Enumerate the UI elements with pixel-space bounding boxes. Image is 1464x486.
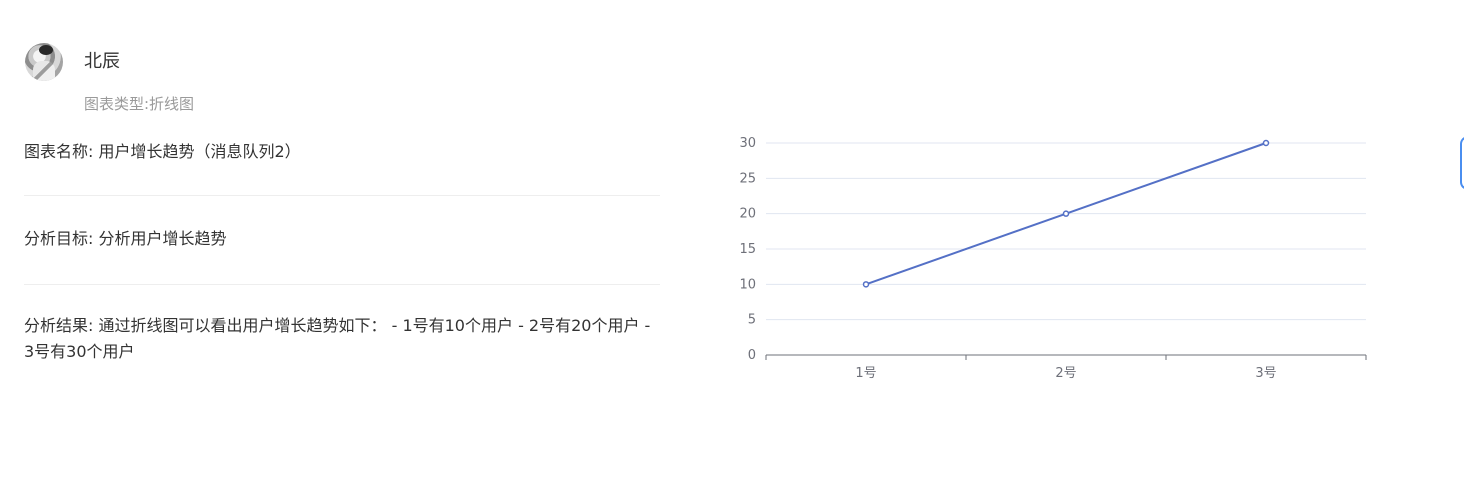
- chart-name-value: 用户增长趋势（消息队列2）: [98, 142, 301, 161]
- x-tick-label: 3号: [1255, 366, 1276, 381]
- data-point: [1262, 139, 1270, 147]
- y-tick-label: 5: [748, 313, 756, 328]
- data-point: [862, 281, 870, 288]
- analysis-result-value: 通过折线图可以看出用户增长趋势如下： - 1号有10个用户 - 2号有20个用户…: [24, 316, 651, 361]
- y-tick-label: 10: [739, 277, 756, 292]
- chart-type-label: 图表类型:折线图: [84, 95, 195, 113]
- username: 北辰: [84, 51, 120, 72]
- divider: [24, 284, 660, 285]
- divider: [24, 195, 660, 196]
- line-chart[interactable]: 0 5 10 15 20 25 30 1号 2号 3号: [720, 120, 1400, 400]
- data-point: [1062, 210, 1070, 217]
- y-tick-label: 15: [739, 242, 756, 257]
- analysis-result-label: 分析结果: [24, 316, 99, 335]
- avatar[interactable]: [25, 43, 63, 81]
- analysis-goal-value: 分析用户增长趋势: [98, 229, 227, 248]
- x-tick-label: 1号: [855, 366, 876, 381]
- y-tick-label: 30: [739, 136, 756, 151]
- y-tick-label: 20: [739, 207, 756, 222]
- chart-name-row: 图表名称用户增长趋势（消息队列2）: [24, 139, 660, 195]
- y-tick-label: 25: [739, 171, 756, 186]
- x-tick-label: 2号: [1055, 366, 1076, 381]
- chart-name-label: 图表名称: [24, 142, 99, 161]
- chart-info-list: 图表名称用户增长趋势（消息队列2） 分析目标分析用户增长趋势 分析结果通过折线图…: [24, 139, 660, 365]
- analysis-result-row: 分析结果通过折线图可以看出用户增长趋势如下： - 1号有10个用户 - 2号有2…: [24, 285, 660, 365]
- analysis-goal-label: 分析目标: [24, 229, 99, 248]
- y-tick-label: 0: [748, 348, 756, 363]
- analysis-goal-row: 分析目标分析用户增长趋势: [24, 196, 660, 284]
- line-chart-svg[interactable]: 0 5 10 15 20 25 30 1号 2号 3号: [720, 120, 1400, 400]
- side-panel-tab[interactable]: [1460, 136, 1464, 190]
